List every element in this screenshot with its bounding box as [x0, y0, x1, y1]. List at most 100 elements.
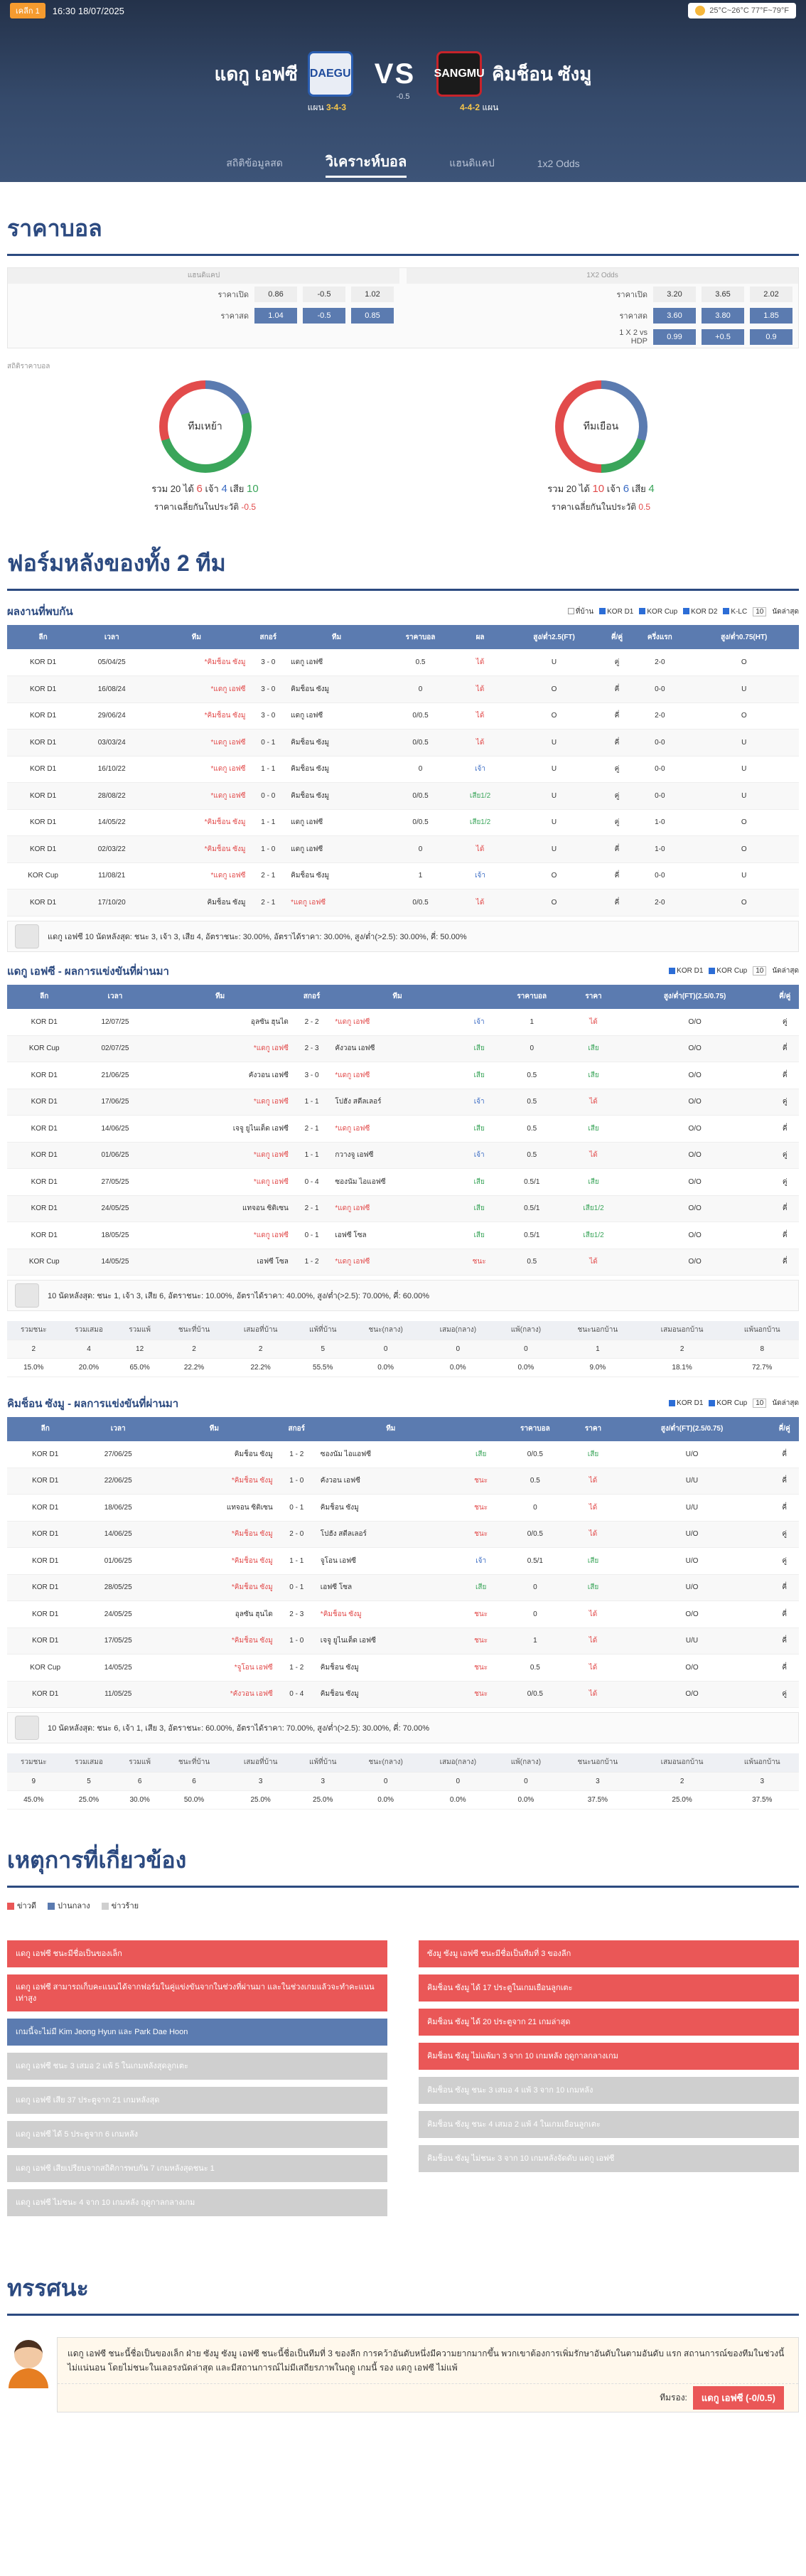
odds-value[interactable]: 2.02 [750, 287, 792, 302]
table-cell[interactable]: *แดกู เอฟซี [288, 889, 386, 916]
tab-analysis[interactable]: วิเคราะห์บอล [325, 150, 407, 178]
table-cell[interactable]: *แดกู เอฟซี [149, 1035, 291, 1062]
event-item[interactable]: เกมนี้จะไม่มี Kim Jeong Hyun และ Park Da… [7, 2018, 387, 2046]
table-cell[interactable]: *แดกู เอฟซี [332, 1195, 463, 1222]
filter-kor-cup[interactable]: KOR Cup [709, 1399, 747, 1407]
filter-k-lc[interactable]: K-LC [723, 608, 747, 616]
table-row[interactable]: KOR Cup 14/05/25 *จูโอน เอฟซี 1 - 2 คิมช็อน … [7, 1654, 799, 1682]
table-cell[interactable]: เจจู ยูไนเต็ด เอฟซี [317, 1628, 464, 1655]
filter-kor-d1[interactable]: KOR D1 [669, 967, 703, 975]
league-badge[interactable]: เคลีก 1 [10, 3, 45, 18]
table-cell[interactable]: คังวอน เอฟซี [317, 1468, 464, 1495]
table-cell[interactable]: โปฮัง สตีลเลอร์ [317, 1521, 464, 1548]
filter-home[interactable]: ที่บ้าน [567, 606, 593, 617]
table-cell[interactable]: คังวอน เอฟซี [332, 1035, 463, 1062]
table-cell[interactable]: *คิมช็อน ซังมู [144, 809, 249, 836]
table-cell[interactable]: อุลซัน ฮุนได [149, 1008, 291, 1036]
table-cell[interactable]: แดกู เอฟซี [288, 649, 386, 676]
table-cell[interactable]: *คิมช็อน ซังมู [153, 1468, 276, 1495]
table-cell[interactable]: *แดกู เอฟซี [332, 1062, 463, 1089]
table-cell[interactable]: คิมช็อน ซังมู [288, 862, 386, 889]
table-cell[interactable]: คิมช็อน ซังมู [288, 756, 386, 783]
event-item[interactable]: คิมช็อน ซังมู ได้ 20 ประตูจาก 21 เกมล่าส… [419, 2008, 799, 2036]
event-item[interactable]: แดกู เอฟซี สามารถเก็บคะแนนได้จากฟอร์มในค… [7, 1974, 387, 2011]
table-row[interactable]: KOR D1 11/05/25 *คังวอน เอฟซี 0 - 4 คิมช็อน … [7, 1681, 799, 1708]
event-item[interactable]: คิมช็อน ซังมู ชนะ 4 เสมอ 2 แพ้ 4 ในเกมเย… [419, 2110, 799, 2138]
table-cell[interactable]: แดกู เอฟซี [288, 702, 386, 729]
table-cell[interactable]: *คิมช็อน ซังมู [153, 1547, 276, 1575]
event-item[interactable]: คิมช็อน ซังมู ชนะ 3 เสมอ 4 แพ้ 3 จาก 10 … [419, 2076, 799, 2104]
table-cell[interactable]: คิมช็อน ซังมู [153, 1441, 276, 1468]
event-item[interactable]: แดกู เอฟซี ชนะ 3 เสมอ 2 แพ้ 5 ในเกมหลังส… [7, 2052, 387, 2080]
event-item[interactable]: แดกู เอฟซี เสีย 37 ประตูจาก 21 เกมหลังสุ… [7, 2086, 387, 2114]
table-row[interactable]: KOR D1 05/04/25 *คิมช็อน ซังมู 3 - 0 แดกู เอ… [7, 649, 799, 676]
table-cell[interactable]: *แดกู เอฟซี [149, 1222, 291, 1249]
filter-kor-d2[interactable]: KOR D2 [683, 608, 717, 616]
table-cell[interactable]: แทจอน ซิติเซน [153, 1494, 276, 1522]
odds-value[interactable]: 0.9 [750, 329, 792, 345]
table-cell[interactable]: *คิมช็อน ซังมู [144, 702, 249, 729]
table-cell[interactable]: *แดกู เอฟซี [149, 1089, 291, 1116]
table-cell[interactable]: *แดกู เอฟซี [332, 1008, 463, 1036]
away-team-name[interactable]: คิมช็อน ซังมู [492, 63, 592, 85]
table-row[interactable]: KOR D1 14/06/25 เจจู ยูไนเต็ด เอฟซี 2 - 1 *แ… [7, 1115, 799, 1143]
table-row[interactable]: KOR D1 03/03/24 *แดกู เอฟซี 0 - 1 คิมช็อน ซั… [7, 729, 799, 757]
table-row[interactable]: KOR D1 14/06/25 *คิมช็อน ซังมู 2 - 0 โปฮัง ส… [7, 1521, 799, 1548]
table-cell[interactable]: คิมช็อน ซังมู [144, 889, 249, 916]
odds-value[interactable]: 1.85 [750, 308, 792, 324]
table-cell[interactable]: แทจอน ซิติเซน [149, 1195, 291, 1222]
odds-value[interactable]: 0.85 [351, 308, 394, 324]
odds-value[interactable]: 3.65 [702, 287, 744, 302]
table-row[interactable]: KOR D1 01/06/25 *แดกู เอฟซี 1 - 1 กวางจู เอฟ… [7, 1142, 799, 1169]
table-cell[interactable]: คิมช็อน ซังมู [288, 675, 386, 703]
filter-kor-cup[interactable]: KOR Cup [709, 967, 747, 975]
filter-kor-cup[interactable]: KOR Cup [639, 608, 677, 616]
table-cell[interactable]: *คิมช็อน ซังมู [317, 1600, 464, 1628]
pick-badge[interactable]: แดกู เอฟซี (-0/0.5) [692, 2385, 784, 2410]
table-row[interactable]: KOR D1 16/10/22 *แดกู เอฟซี 1 - 1 คิมช็อน ซั… [7, 756, 799, 783]
filter-kor-d1[interactable]: KOR D1 [599, 608, 633, 616]
table-cell[interactable]: *แดกู เอฟซี [149, 1142, 291, 1169]
event-item[interactable]: แดกู เอฟซี ไม่ชนะ 4 จาก 10 เกมหลัง ฤดูกา… [7, 2188, 387, 2216]
odds-value[interactable]: 0.99 [653, 329, 696, 345]
tab-live-stats[interactable]: สถิติข้อมูลสด [226, 157, 283, 169]
table-row[interactable]: KOR D1 02/03/22 *คิมช็อน ซังมู 1 - 0 แดกู เอ… [7, 835, 799, 863]
away-count-select[interactable]: 10 [753, 1399, 767, 1408]
table-cell[interactable]: เอฟซี โซล [332, 1222, 463, 1249]
table-cell[interactable]: โปฮัง สตีลเลอร์ [332, 1089, 463, 1116]
table-row[interactable]: KOR Cup 02/07/25 *แดกู เอฟซี 2 - 3 คังวอน เอ… [7, 1035, 799, 1062]
tab-handicap[interactable]: แฮนดิแคป [449, 157, 495, 169]
table-row[interactable]: KOR Cup 14/05/25 เอฟซี โซล 1 - 2 *แดกู เอฟซี… [7, 1249, 799, 1276]
table-cell[interactable]: อุลซัน ฮุนได [153, 1600, 276, 1628]
table-row[interactable]: KOR D1 28/05/25 *คิมช็อน ซังมู 0 - 1 เอฟซี โ… [7, 1574, 799, 1601]
table-cell[interactable]: *แดกู เอฟซี [332, 1249, 463, 1276]
table-cell[interactable]: *แดกู เอฟซี [144, 675, 249, 703]
table-row[interactable]: KOR Cup 11/08/21 *แดกู เอฟซี 2 - 1 คิมช็อน ซ… [7, 862, 799, 889]
event-item[interactable]: คิมช็อน ซังมู ไม่ชนะ 3 จาก 10 เกมหลังจัด… [419, 2144, 799, 2172]
table-row[interactable]: KOR D1 22/06/25 *คิมช็อน ซังมู 1 - 0 คังวอน … [7, 1468, 799, 1495]
table-cell[interactable]: เอฟซี โซล [149, 1249, 291, 1276]
table-cell[interactable]: คิมช็อน ซังมู [317, 1654, 464, 1682]
event-item[interactable]: แดกู เอฟซี ชนะมีชื่อเป็นของเล็ก [7, 1940, 387, 1967]
table-row[interactable]: KOR D1 27/06/25 คิมช็อน ซังมู 1 - 2 ซองนัม ไ… [7, 1441, 799, 1468]
table-row[interactable]: KOR D1 12/07/25 อุลซัน ฮุนได 2 - 2 *แดกู เอฟ… [7, 1008, 799, 1036]
table-cell[interactable]: *แดกู เอฟซี [332, 1115, 463, 1143]
home-team-name[interactable]: แดกู เอฟซี [214, 63, 298, 85]
filter-kor-d1[interactable]: KOR D1 [669, 1399, 703, 1407]
table-row[interactable]: KOR D1 29/06/24 *คิมช็อน ซังมู 3 - 0 แดกู เอ… [7, 702, 799, 729]
table-row[interactable]: KOR D1 18/06/25 แทจอน ซิติเซน 0 - 1 คิมช็อน … [7, 1494, 799, 1522]
table-cell[interactable]: *แดกู เอฟซี [144, 756, 249, 783]
table-cell[interactable]: *คิมช็อน ซังมู [153, 1574, 276, 1601]
table-cell[interactable]: กวางจู เอฟซี [332, 1142, 463, 1169]
table-row[interactable]: KOR D1 14/05/22 *คิมช็อน ซังมู 1 - 1 แดกู เอ… [7, 809, 799, 836]
table-row[interactable]: KOR D1 27/05/25 *แดกู เอฟซี 0 - 4 ซองนัม ไอแ… [7, 1168, 799, 1196]
table-cell[interactable]: *คิมช็อน ซังมู [153, 1521, 276, 1548]
table-cell[interactable]: เจจู ยูไนเต็ด เอฟซี [149, 1115, 291, 1143]
table-cell[interactable]: แดกู เอฟซี [288, 835, 386, 863]
table-cell[interactable]: แดกู เอฟซี [288, 809, 386, 836]
event-item[interactable]: คิมช็อน ซังมู ได้ 17 ประตูในเกมเยือนลูกเ… [419, 1974, 799, 2002]
table-cell[interactable]: *คิมช็อน ซังมู [144, 649, 249, 676]
table-cell[interactable]: *แดกู เอฟซี [144, 729, 249, 757]
table-cell[interactable]: เอฟซี โซล [317, 1574, 464, 1601]
table-cell[interactable]: *แดกู เอฟซี [144, 862, 249, 889]
